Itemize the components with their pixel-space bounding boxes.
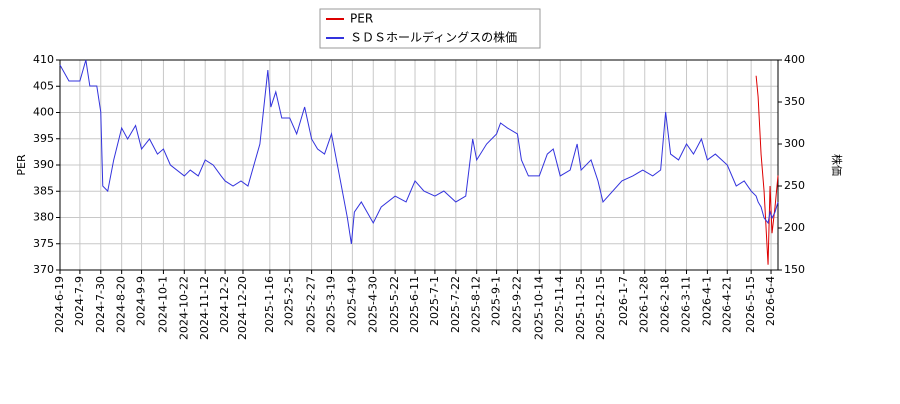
x-tick-label: 2024-10-22 bbox=[177, 276, 190, 340]
y2-axis-label: 株価 bbox=[830, 154, 844, 176]
y-tick-label: 385 bbox=[33, 184, 54, 197]
x-tick-label: 2025-9-1 bbox=[490, 276, 503, 326]
y-tick-label: 405 bbox=[33, 79, 54, 92]
y-tick-label: 390 bbox=[33, 158, 54, 171]
x-tick-label: 2025-12-15 bbox=[594, 276, 607, 340]
x-tick-label: 2024-6-19 bbox=[53, 276, 66, 333]
y2-tick-label: 300 bbox=[784, 137, 805, 150]
x-tick-label: 2024-9-9 bbox=[135, 276, 148, 326]
legend-label: PER bbox=[350, 12, 373, 26]
y2-tick-label: 150 bbox=[784, 263, 805, 276]
x-tick-label: 2025-11-25 bbox=[574, 276, 587, 340]
x-tick-label: 2026-1-7 bbox=[617, 276, 630, 326]
x-tick-label: 2025-11-4 bbox=[553, 276, 566, 333]
y2-tick-label: 350 bbox=[784, 95, 805, 108]
x-tick-label: 2024-8-20 bbox=[115, 276, 128, 333]
x-tick-label: 2025-1-16 bbox=[263, 276, 276, 333]
x-tick-label: 2024-10-1 bbox=[156, 276, 169, 333]
series-line bbox=[59, 59, 779, 245]
x-tick-label: 2025-5-22 bbox=[388, 276, 401, 333]
x-tick-label: 2026-2-18 bbox=[659, 276, 672, 333]
x-tick-label: 2024-11-12 bbox=[198, 276, 211, 340]
y-axis-label: PER bbox=[15, 154, 28, 176]
x-tick-label: 2025-9-22 bbox=[510, 276, 523, 333]
x-tick-label: 2024-12-20 bbox=[236, 276, 249, 340]
x-tick-label: 2025-10-14 bbox=[532, 276, 545, 340]
x-tick-label: 2025-7-1 bbox=[428, 276, 441, 326]
x-tick-label: 2024-7-30 bbox=[94, 276, 107, 333]
plot-frame bbox=[59, 59, 779, 271]
x-tick-label: 2026-5-15 bbox=[744, 276, 757, 333]
y2-tick-label: 400 bbox=[784, 53, 805, 66]
x-tick-label: 2025-2-5 bbox=[283, 276, 296, 326]
legend-label: ＳＤＳホールディングスの株価 bbox=[350, 30, 517, 45]
x-tick-label: 2025-4-9 bbox=[345, 276, 358, 326]
y-tick-label: 400 bbox=[33, 106, 54, 119]
x-tick-label: 2025-7-22 bbox=[449, 276, 462, 333]
x-tick-label: 2025-6-11 bbox=[408, 276, 421, 333]
x-tick-label: 2024-12-2 bbox=[218, 276, 231, 333]
x-tick-label: 2025-4-30 bbox=[366, 276, 379, 333]
y2-tick-label: 200 bbox=[784, 221, 805, 234]
x-tick-label: 2026-3-11 bbox=[680, 276, 693, 333]
y-tick-label: 370 bbox=[33, 263, 54, 276]
x-tick-label: 2026-6-4 bbox=[764, 276, 777, 326]
y-tick-label: 380 bbox=[33, 211, 54, 224]
x-tick-label: 2026-1-28 bbox=[638, 276, 651, 333]
y-tick-label: 410 bbox=[33, 53, 54, 66]
legend: PER ＳＤＳホールディングスの株価 bbox=[319, 8, 541, 49]
legend-box bbox=[319, 8, 541, 49]
x-tick-label: 2025-3-19 bbox=[324, 276, 337, 333]
series-line bbox=[755, 75, 779, 265]
x-tick-label: 2025-2-27 bbox=[305, 276, 318, 333]
x-tick-label: 2024-7-9 bbox=[73, 276, 86, 326]
y-tick-label: 395 bbox=[33, 132, 54, 145]
x-tick-label: 2025-8-12 bbox=[470, 276, 483, 333]
y2-tick-label: 250 bbox=[784, 179, 805, 192]
x-tick-label: 2026-4-1 bbox=[700, 276, 713, 326]
x-tick-label: 2026-4-21 bbox=[720, 276, 733, 333]
y-tick-label: 375 bbox=[33, 237, 54, 250]
